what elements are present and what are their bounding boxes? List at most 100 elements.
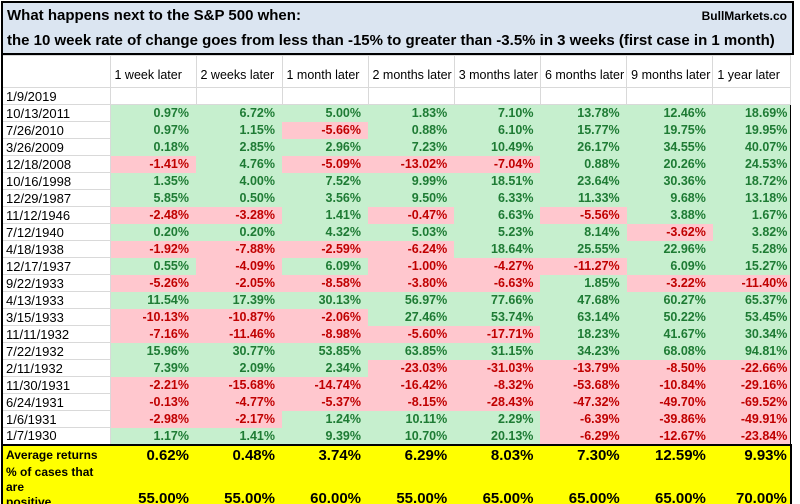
return-cell[interactable]: 60.27% <box>626 291 713 309</box>
return-cell[interactable]: 18.51% <box>454 172 541 190</box>
return-cell[interactable]: 10.70% <box>368 427 455 445</box>
percent-positive-value[interactable]: 55.00% <box>196 464 282 504</box>
return-cell[interactable]: -5.09% <box>282 155 368 173</box>
return-cell[interactable]: 6.33% <box>454 189 541 207</box>
date-cell[interactable]: 7/12/1940 <box>2 223 111 241</box>
return-cell[interactable]: -7.16% <box>110 325 196 343</box>
date-cell[interactable]: 9/22/1933 <box>2 274 111 292</box>
return-cell[interactable]: 23.64% <box>540 172 627 190</box>
return-cell[interactable]: -2.59% <box>282 240 368 258</box>
return-cell[interactable]: 20.13% <box>454 427 541 445</box>
return-cell[interactable]: -7.04% <box>454 155 541 173</box>
return-cell[interactable]: 0.18% <box>110 138 196 156</box>
return-cell[interactable]: -1.92% <box>110 240 196 258</box>
return-cell[interactable]: 6.09% <box>626 257 713 275</box>
return-cell[interactable]: -3.28% <box>196 206 282 224</box>
return-cell[interactable]: -1.41% <box>110 155 196 173</box>
return-cell[interactable]: 1.24% <box>282 410 368 428</box>
return-cell[interactable]: -13.02% <box>368 155 455 173</box>
return-cell[interactable]: 0.20% <box>110 223 196 241</box>
percent-positive-value[interactable]: 55.00% <box>368 464 455 504</box>
date-cell[interactable]: 11/30/1931 <box>2 376 111 394</box>
return-cell[interactable]: 53.74% <box>454 308 541 326</box>
return-cell[interactable]: 7.52% <box>282 172 368 190</box>
empty-cell[interactable] <box>712 87 792 105</box>
return-cell[interactable]: 10.49% <box>454 138 541 156</box>
return-cell[interactable]: 3.82% <box>712 223 791 241</box>
return-cell[interactable]: 2.85% <box>196 138 282 156</box>
return-cell[interactable]: 18.64% <box>454 240 541 258</box>
empty-cell[interactable] <box>368 87 455 105</box>
date-cell[interactable]: 1/6/1931 <box>2 410 111 428</box>
average-return-value[interactable]: 7.30% <box>540 443 627 465</box>
return-cell[interactable]: 11.33% <box>540 189 627 207</box>
date-cell[interactable]: 7/26/2010 <box>2 121 111 139</box>
return-cell[interactable]: 22.96% <box>626 240 713 258</box>
return-cell[interactable]: -4.09% <box>196 257 282 275</box>
return-cell[interactable]: -6.24% <box>368 240 455 258</box>
return-cell[interactable]: 40.07% <box>712 138 791 156</box>
date-cell[interactable]: 11/11/1932 <box>2 325 111 343</box>
date-cell[interactable]: 12/17/1937 <box>2 257 111 275</box>
return-cell[interactable]: 0.50% <box>196 189 282 207</box>
return-cell[interactable]: -8.32% <box>454 376 541 394</box>
return-cell[interactable]: -2.21% <box>110 376 196 394</box>
return-cell[interactable]: 13.18% <box>712 189 791 207</box>
return-cell[interactable]: 31.15% <box>454 342 541 360</box>
return-cell[interactable]: 53.85% <box>282 342 368 360</box>
return-cell[interactable]: 6.09% <box>282 257 368 275</box>
return-cell[interactable]: 15.96% <box>110 342 196 360</box>
return-cell[interactable]: 34.55% <box>626 138 713 156</box>
return-cell[interactable]: -5.60% <box>368 325 455 343</box>
return-cell[interactable]: -13.79% <box>540 359 627 377</box>
return-cell[interactable]: 20.26% <box>626 155 713 173</box>
return-cell[interactable]: 0.88% <box>540 155 627 173</box>
return-cell[interactable]: -6.29% <box>540 427 627 445</box>
average-return-value[interactable]: 9.93% <box>712 443 792 465</box>
return-cell[interactable]: -0.47% <box>368 206 455 224</box>
return-cell[interactable]: 5.85% <box>110 189 196 207</box>
return-cell[interactable]: 4.76% <box>196 155 282 173</box>
return-cell[interactable]: 15.77% <box>540 121 627 139</box>
return-cell[interactable]: 11.54% <box>110 291 196 309</box>
return-cell[interactable]: -16.42% <box>368 376 455 394</box>
percent-positive-value[interactable]: 65.00% <box>454 464 541 504</box>
empty-cell[interactable] <box>626 87 714 105</box>
return-cell[interactable]: 30.34% <box>712 325 791 343</box>
return-cell[interactable]: 0.97% <box>110 104 196 122</box>
date-cell[interactable]: 1/9/2019 <box>2 87 111 105</box>
return-cell[interactable]: 77.66% <box>454 291 541 309</box>
empty-cell[interactable] <box>110 87 197 105</box>
empty-cell[interactable] <box>540 87 628 105</box>
return-cell[interactable]: 30.36% <box>626 172 713 190</box>
return-cell[interactable]: 50.22% <box>626 308 713 326</box>
average-return-value[interactable]: 8.03% <box>454 443 541 465</box>
return-cell[interactable]: 94.81% <box>712 342 791 360</box>
return-cell[interactable]: 27.46% <box>368 308 455 326</box>
empty-cell[interactable] <box>282 87 369 105</box>
return-cell[interactable]: 30.77% <box>196 342 282 360</box>
date-cell[interactable]: 6/24/1931 <box>2 393 111 411</box>
return-cell[interactable]: 9.39% <box>282 427 368 445</box>
return-cell[interactable]: -11.27% <box>540 257 627 275</box>
return-cell[interactable]: -3.62% <box>626 223 713 241</box>
return-cell[interactable]: 5.03% <box>368 223 455 241</box>
return-cell[interactable]: -22.66% <box>712 359 791 377</box>
return-cell[interactable]: 6.10% <box>454 121 541 139</box>
return-cell[interactable]: 2.96% <box>282 138 368 156</box>
return-cell[interactable]: 63.85% <box>368 342 455 360</box>
return-cell[interactable]: 1.67% <box>712 206 791 224</box>
return-cell[interactable]: -4.77% <box>196 393 282 411</box>
return-cell[interactable]: -10.13% <box>110 308 196 326</box>
return-cell[interactable]: -5.26% <box>110 274 196 292</box>
return-cell[interactable]: -11.40% <box>712 274 791 292</box>
return-cell[interactable]: 65.37% <box>712 291 791 309</box>
return-cell[interactable]: 1.15% <box>196 121 282 139</box>
return-cell[interactable]: -1.00% <box>368 257 455 275</box>
return-cell[interactable]: 26.17% <box>540 138 627 156</box>
percent-positive-value[interactable]: 70.00% <box>712 464 792 504</box>
return-cell[interactable]: 4.32% <box>282 223 368 241</box>
return-cell[interactable]: -3.80% <box>368 274 455 292</box>
average-return-value[interactable]: 0.48% <box>196 443 282 465</box>
return-cell[interactable]: 25.55% <box>540 240 627 258</box>
